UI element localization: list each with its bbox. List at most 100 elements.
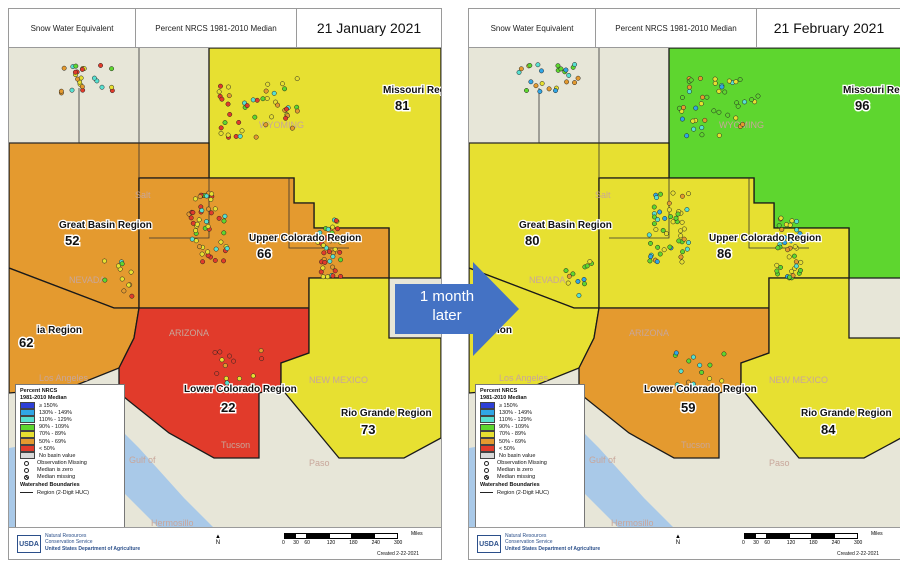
station-dot <box>657 209 663 215</box>
org-line-1: Natural Resources <box>505 533 547 539</box>
station-dot <box>651 214 657 220</box>
region-riogrande <box>740 277 900 459</box>
station-dot <box>699 132 705 138</box>
scale-tick-label: 240 <box>831 540 840 546</box>
station-dot <box>223 375 229 381</box>
station-dot <box>214 371 220 376</box>
station-dot <box>320 242 326 248</box>
station-dot <box>658 191 663 197</box>
legend-row: 110% - 129% <box>480 416 580 424</box>
station-dot <box>667 244 673 250</box>
legend-row: 70% - 89% <box>20 430 120 438</box>
station-dot <box>227 353 232 359</box>
station-dot <box>725 112 731 118</box>
station-dot <box>269 114 275 120</box>
station-dot <box>314 236 320 242</box>
right-arrow-icon <box>395 262 519 356</box>
station-dot <box>587 259 593 264</box>
legend-row: No basin value <box>480 452 580 460</box>
place-label: Los Angeles <box>499 373 549 383</box>
station-dot <box>121 288 127 294</box>
region-value: 59 <box>681 400 695 415</box>
legend-row: 110% - 129% <box>20 416 120 424</box>
station-dot <box>225 132 231 138</box>
station-dot <box>320 274 326 280</box>
legend-row: No basin value <box>20 452 120 460</box>
scale-tick-label: 30 <box>293 540 299 546</box>
station-dot <box>778 215 784 221</box>
station-dot <box>737 77 743 82</box>
legend-circle-icon <box>484 460 489 466</box>
station-dot <box>789 268 795 274</box>
legend-label: Observation Missing <box>497 460 547 467</box>
legend-label: Median missing <box>37 474 76 481</box>
station-dot <box>289 125 295 131</box>
region-label: Missouri Regi <box>843 85 900 96</box>
station-dot <box>332 268 338 274</box>
station-dot <box>685 379 691 385</box>
map-panel-february: Snow Water Equivalent Percent NRCS 1981-… <box>468 8 900 560</box>
legend-label: Median missing <box>497 474 536 481</box>
station-dot <box>197 244 202 250</box>
station-dot <box>218 83 223 89</box>
station-dot <box>61 65 67 71</box>
station-dot <box>581 277 587 282</box>
region-value: 73 <box>361 422 375 437</box>
station-dot <box>686 84 692 90</box>
station-dot <box>719 378 725 384</box>
station-dot <box>75 76 81 82</box>
station-dot <box>239 128 245 134</box>
legend-label: 70% - 89% <box>39 431 66 438</box>
station-dot <box>199 251 205 257</box>
station-dot <box>539 68 544 74</box>
station-dot <box>697 75 703 81</box>
org-line-2: Conservation Service <box>45 539 93 545</box>
station-dot <box>516 69 522 75</box>
station-dot <box>661 247 667 253</box>
usda-logo: USDA <box>477 535 501 553</box>
legend-swatch <box>20 438 35 446</box>
station-dot <box>798 267 803 273</box>
station-dot <box>259 356 265 362</box>
scale-tick-label: 240 <box>371 540 380 546</box>
state-boundary <box>9 88 80 144</box>
station-dot <box>294 76 300 82</box>
legend-swatch <box>20 416 35 424</box>
station-dot <box>680 249 686 255</box>
org-department: United States Department of Agriculture <box>45 546 141 552</box>
station-dot <box>546 86 552 92</box>
north-arrow-icon: ▲ N <box>675 534 681 546</box>
station-dot <box>678 254 684 260</box>
station-dot <box>666 200 672 206</box>
station-dot <box>553 88 558 94</box>
legend-row: 130% - 149% <box>480 409 580 417</box>
station-dot <box>280 81 285 87</box>
region-label: ia Region <box>37 325 82 336</box>
station-dot <box>564 79 570 85</box>
station-dot <box>563 268 569 274</box>
legend-row: Region (2-Digit HUC) <box>480 489 580 496</box>
legend-circle-icon <box>24 460 29 466</box>
station-dot <box>73 63 79 69</box>
station-dot <box>217 349 223 355</box>
legend-label: 110% - 129% <box>39 416 72 423</box>
station-dot <box>231 358 236 364</box>
scale-tick-label: 60 <box>764 540 770 546</box>
station-dot <box>524 88 529 93</box>
station-dot <box>791 253 797 259</box>
place-label: ARIZONA <box>629 328 669 338</box>
legend-title-2: 1981-2010 Median <box>480 395 527 401</box>
station-dot <box>679 259 685 265</box>
station-dot <box>209 191 215 197</box>
station-dot <box>582 281 587 287</box>
created-date: Created 2-22-2021 <box>837 551 879 557</box>
legend-label: 50% - 69% <box>499 438 526 445</box>
station-dot <box>722 89 728 95</box>
station-dot <box>537 88 543 94</box>
station-dot <box>719 84 725 90</box>
arrow-label-line1: 1 month <box>419 288 475 305</box>
station-dot <box>666 207 672 213</box>
legend-label: Median is zero <box>37 467 73 474</box>
station-dot <box>528 79 534 85</box>
region-value: 80 <box>525 233 539 248</box>
